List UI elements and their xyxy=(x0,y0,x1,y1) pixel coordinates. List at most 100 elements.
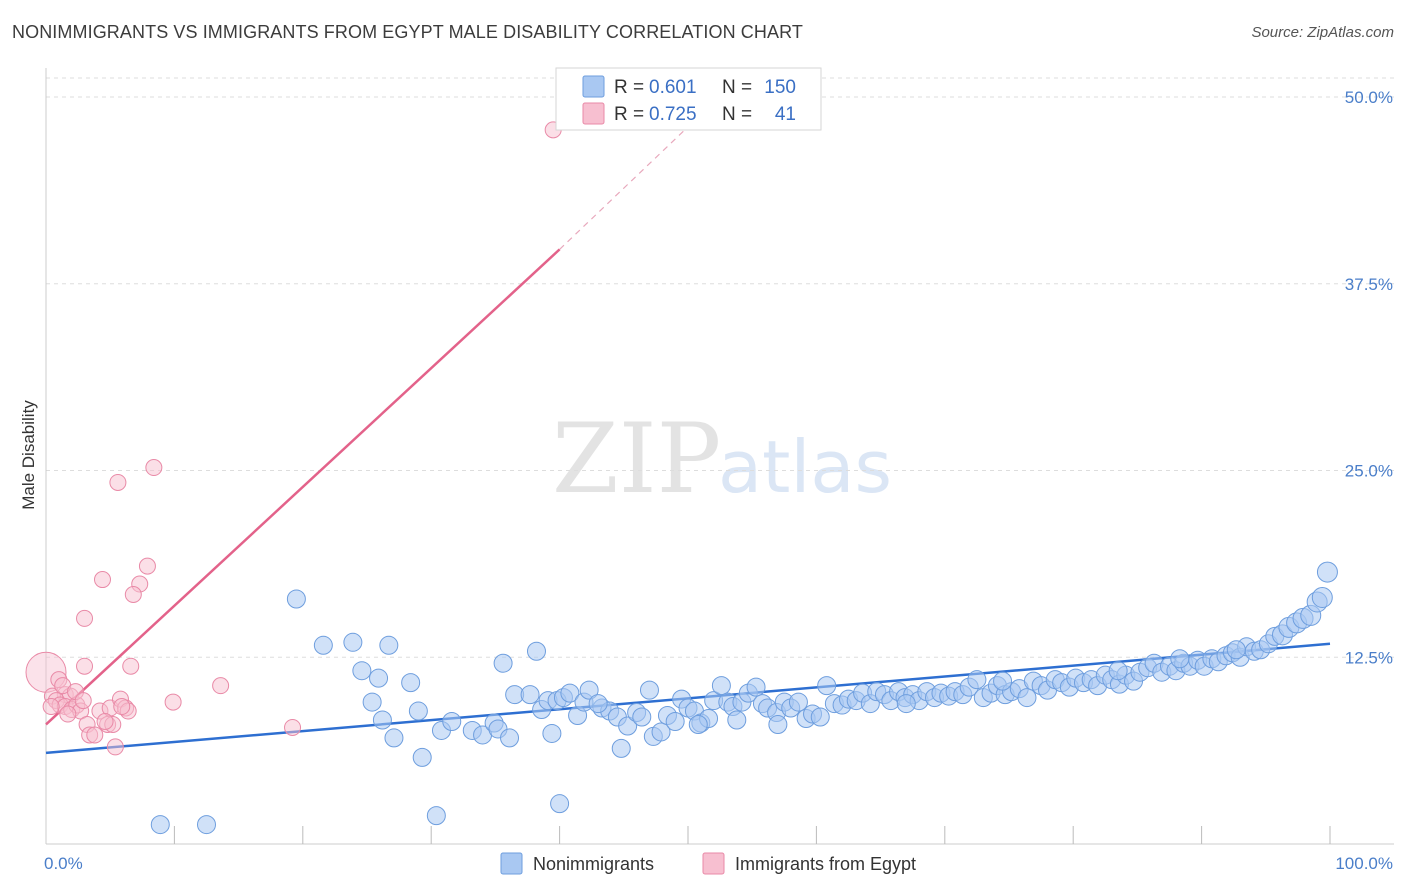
data-point-immigrants-egypt xyxy=(164,693,182,711)
data-point-nonimmigrants xyxy=(817,676,837,696)
data-point-nonimmigrants xyxy=(500,728,520,748)
axes xyxy=(45,68,1394,845)
bottom-legend-swatch-nonimmigrants xyxy=(500,852,523,875)
data-point-nonimmigrants xyxy=(442,711,462,731)
data-point-nonimmigrants xyxy=(1017,688,1037,708)
data-point-nonimmigrants xyxy=(343,632,363,652)
data-point-nonimmigrants xyxy=(286,589,306,609)
data-point-nonimmigrants xyxy=(967,670,987,690)
bottom-legend: Nonimmigrants Immigrants from Egypt xyxy=(500,852,916,875)
data-point-nonimmigrants xyxy=(526,641,546,661)
legend-r-value-2: 0.725 xyxy=(649,104,697,125)
legend-r-value-1: 0.601 xyxy=(649,77,697,98)
legend-n-value-1: 150 xyxy=(764,77,796,98)
data-point-nonimmigrants xyxy=(369,668,389,688)
data-point-nonimmigrants xyxy=(618,716,638,736)
legend-swatch-nonimmigrants xyxy=(582,75,605,98)
data-point-nonimmigrants xyxy=(150,815,170,835)
data-point-nonimmigrants xyxy=(197,815,216,835)
data-point-nonimmigrants xyxy=(639,680,659,700)
watermark-zip: ZIP xyxy=(552,403,721,515)
data-point-immigrants-egypt xyxy=(106,738,124,756)
data-point-nonimmigrants xyxy=(611,738,631,758)
data-point-nonimmigrants xyxy=(426,806,446,826)
bottom-legend-label-nonimmigrants: Nonimmigrants xyxy=(533,854,654,874)
data-point-nonimmigrants xyxy=(401,673,421,693)
data-point-nonimmigrants xyxy=(379,635,399,655)
data-point-nonimmigrants xyxy=(1170,649,1190,669)
series-nonimmigrants xyxy=(150,561,1338,835)
data-point-immigrants-egypt xyxy=(74,692,92,710)
y-tick-label: 25.0% xyxy=(1345,462,1393,481)
data-point-immigrants-egypt xyxy=(93,571,111,589)
data-point-nonimmigrants xyxy=(1316,561,1338,583)
data-point-nonimmigrants xyxy=(542,723,562,743)
data-point-immigrants-egypt xyxy=(138,557,156,575)
legend-r-label-1: R = xyxy=(614,77,644,98)
data-point-nonimmigrants xyxy=(788,692,808,712)
data-point-nonimmigrants xyxy=(372,710,392,730)
data-point-nonimmigrants xyxy=(313,635,333,655)
bottom-legend-label-immigrants-egypt: Immigrants from Egypt xyxy=(735,854,916,874)
y-axis-title: Male Disability xyxy=(19,400,38,510)
data-point-nonimmigrants xyxy=(384,728,404,748)
data-point-nonimmigrants xyxy=(688,714,708,734)
data-point-nonimmigrants xyxy=(1226,640,1246,660)
data-point-nonimmigrants xyxy=(632,707,652,727)
data-point-nonimmigrants xyxy=(810,707,830,727)
data-point-nonimmigrants xyxy=(896,694,916,714)
data-point-immigrants-egypt xyxy=(113,698,131,716)
data-point-nonimmigrants xyxy=(588,694,608,714)
y-tick-label: 50.0% xyxy=(1345,88,1393,107)
legend: R = 0.601 N = 150 R = 0.725 N = 41 xyxy=(555,67,822,131)
data-point-nonimmigrants xyxy=(651,722,671,742)
trend-line-immigrants-egypt-extension xyxy=(559,126,689,250)
data-point-nonimmigrants xyxy=(520,685,540,705)
data-point-immigrants-egypt xyxy=(145,459,163,477)
data-point-nonimmigrants xyxy=(1108,661,1128,681)
data-point-nonimmigrants xyxy=(412,747,432,767)
data-point-immigrants-egypt xyxy=(76,657,94,675)
trend-line-immigrants-egypt xyxy=(45,248,561,726)
data-point-nonimmigrants xyxy=(768,714,788,734)
watermark-atlas: atlas xyxy=(718,425,892,509)
data-point-immigrants-egypt xyxy=(86,726,104,744)
legend-n-label-1: N = xyxy=(722,77,752,98)
data-point-nonimmigrants xyxy=(727,710,747,730)
legend-n-value-2: 41 xyxy=(775,104,796,125)
series-immigrants-from-egypt xyxy=(25,121,562,756)
gridlines xyxy=(46,77,1394,658)
data-point-nonimmigrants xyxy=(746,677,766,697)
data-point-immigrants-egypt xyxy=(122,657,140,675)
tick-labels: 12.5% 25.0% 37.5% 50.0% 0.0% 100.0% xyxy=(44,88,1393,873)
data-point-nonimmigrants xyxy=(579,680,599,700)
data-point-immigrants-egypt xyxy=(42,698,60,716)
chart-source: Source: ZipAtlas.com xyxy=(1251,24,1394,41)
data-point-immigrants-egypt xyxy=(109,473,127,491)
data-point-nonimmigrants xyxy=(993,671,1013,691)
data-point-nonimmigrants xyxy=(493,653,513,673)
chart-title: NONIMMIGRANTS VS IMMIGRANTS FROM EGYPT M… xyxy=(12,22,803,42)
x-tick-label-min: 0.0% xyxy=(44,854,83,873)
legend-n-label-2: N = xyxy=(722,104,752,125)
data-point-nonimmigrants xyxy=(550,794,570,814)
bottom-legend-swatch-immigrants-egypt xyxy=(702,852,725,875)
data-point-immigrants-egypt xyxy=(124,586,142,604)
legend-r-label-2: R = xyxy=(614,104,644,125)
data-point-immigrants-egypt xyxy=(76,609,94,627)
data-point-nonimmigrants xyxy=(1311,586,1333,608)
data-point-immigrants-egypt xyxy=(96,712,114,730)
data-point-immigrants-egypt xyxy=(59,705,77,723)
x-tick-label-max: 100.0% xyxy=(1335,854,1393,873)
data-point-nonimmigrants xyxy=(352,661,372,681)
data-point-immigrants-egypt xyxy=(284,718,302,736)
y-tick-label: 12.5% xyxy=(1345,648,1393,667)
data-point-nonimmigrants xyxy=(665,711,685,731)
y-tick-label: 37.5% xyxy=(1345,275,1393,294)
data-point-nonimmigrants xyxy=(711,676,731,696)
data-point-nonimmigrants xyxy=(560,683,580,703)
legend-swatch-immigrants-egypt xyxy=(582,102,605,125)
data-point-nonimmigrants xyxy=(362,692,382,712)
data-point-immigrants-egypt xyxy=(212,677,230,695)
